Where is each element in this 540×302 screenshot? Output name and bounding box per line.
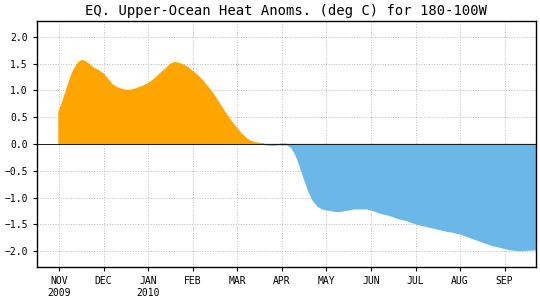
Title: EQ. Upper-Ocean Heat Anoms. (deg C) for 180-100W: EQ. Upper-Ocean Heat Anoms. (deg C) for …	[85, 4, 487, 18]
